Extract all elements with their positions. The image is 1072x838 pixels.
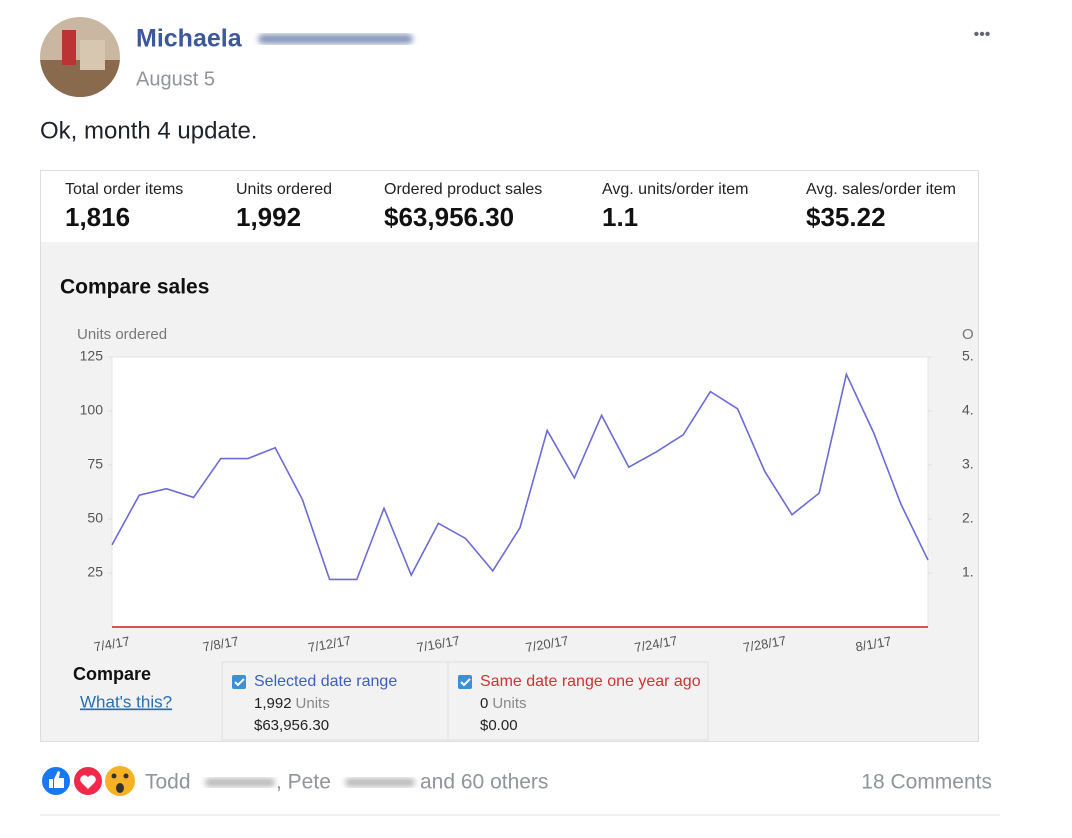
link[interactable]: What's this? [80, 692, 172, 711]
date[interactable]: August 5 [136, 68, 215, 90]
unit-label: Units [492, 695, 526, 712]
reactions[interactable] [40, 765, 135, 797]
avatar[interactable] [40, 17, 120, 97]
metric-value: $35.22 [806, 202, 886, 232]
blur [205, 778, 275, 787]
y-axis-label: Units ordered [77, 326, 167, 343]
legend-label: Selected date range [254, 673, 397, 690]
y-tick-label: 75 [87, 456, 103, 472]
y-tick-label: 100 [80, 402, 104, 418]
check [234, 678, 245, 687]
x-tick-label: 7/12/17 [307, 633, 352, 655]
chart-title: Compare sales [60, 276, 209, 299]
compare-box [221, 661, 449, 741]
blur [345, 778, 415, 787]
units: 0 [480, 695, 488, 712]
x-tick-label: 7/16/17 [416, 633, 461, 655]
x-tick-label: 7/4/17 [93, 633, 131, 654]
sales: $0.00 [480, 717, 518, 734]
x-tick-label: 8/1/17 [854, 633, 892, 654]
reaction-name[interactable]: , Pete [276, 771, 331, 794]
metrics-row [41, 171, 978, 242]
series-line [111, 371, 929, 581]
y-tick-label: 25 [87, 564, 103, 580]
checkbox[interactable] [458, 675, 472, 689]
y-tick-label: 125 [80, 348, 104, 364]
checkbox[interactable] [232, 675, 246, 689]
metric-label: Total order items [65, 181, 183, 198]
metric-label: Units ordered [236, 181, 332, 198]
blur [258, 34, 413, 44]
legend-label: Same date range one year ago [480, 673, 701, 690]
metric-value: 1,816 [65, 202, 130, 232]
plot-area [111, 356, 929, 628]
metric-value: 1,992 [236, 202, 301, 232]
metric-value: $63,956.30 [384, 202, 514, 232]
compare-box [447, 661, 709, 741]
y2-tick-label: 5. [962, 348, 974, 364]
x-tick-label: 7/28/17 [742, 633, 787, 655]
y2-tick-label: 3. [962, 456, 974, 472]
units: 1,992 [254, 695, 292, 712]
x-tick-label: 7/8/17 [202, 633, 240, 654]
sales: $63,956.30 [254, 717, 329, 734]
x-tick-label: 7/20/17 [524, 633, 569, 655]
comments[interactable]: 18 Comments [861, 771, 992, 794]
metric-label: Avg. sales/order item [806, 181, 956, 198]
unit-label: Units [296, 695, 330, 712]
metric-value: 1.1 [602, 202, 638, 232]
reaction-name[interactable]: Todd [145, 771, 191, 794]
metric-label: Ordered product sales [384, 181, 542, 198]
compare-title: Compare [73, 664, 151, 684]
metric-label: Avg. units/order item [602, 181, 748, 198]
author[interactable]: Michaela [136, 25, 243, 53]
y2-axis-label: O [962, 326, 974, 343]
check [460, 678, 471, 687]
y2-tick-label: 1. [962, 564, 974, 580]
post-text: Ok, month 4 update. [40, 117, 257, 144]
y-tick-label: 50 [87, 510, 103, 526]
y2-tick-label: 2. [962, 510, 974, 526]
reaction-others[interactable]: and 60 others [420, 771, 548, 794]
menu[interactable]: ••• [974, 26, 991, 43]
x-tick-label: 7/24/17 [633, 633, 678, 655]
y2-tick-label: 4. [962, 402, 974, 418]
